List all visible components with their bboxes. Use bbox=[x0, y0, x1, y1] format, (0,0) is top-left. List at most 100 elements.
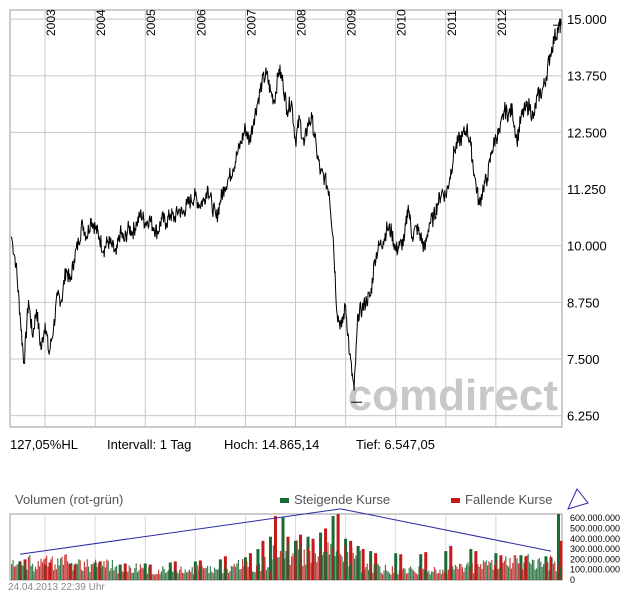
volume-bar-falling bbox=[474, 551, 478, 580]
legend-rising-swatch bbox=[280, 498, 289, 504]
volume-bar bbox=[480, 564, 482, 580]
volume-bar bbox=[352, 552, 354, 580]
volume-bar bbox=[222, 573, 224, 580]
volume-y-tick: 500.000.000 bbox=[570, 523, 620, 533]
volume-bar bbox=[547, 562, 549, 580]
volume-bar bbox=[454, 564, 456, 580]
price-x-tick: 2011 bbox=[445, 10, 459, 36]
volume-bar-rising bbox=[394, 553, 398, 580]
volume-bar bbox=[272, 545, 274, 580]
volume-bar bbox=[345, 544, 347, 580]
interval-stat: Intervall: 1 Tag bbox=[107, 437, 192, 452]
volume-bar bbox=[482, 560, 484, 580]
volume-bar bbox=[491, 560, 493, 580]
volume-bar bbox=[240, 568, 242, 580]
volume-bar bbox=[323, 551, 325, 580]
volume-bar-falling bbox=[424, 552, 428, 580]
low-stat: Tief: 6.547,05 bbox=[356, 437, 436, 452]
volume-bar-falling bbox=[286, 536, 290, 580]
price-x-tick: 2006 bbox=[194, 9, 208, 36]
volume-bar bbox=[505, 556, 507, 580]
volume-bar bbox=[144, 565, 146, 580]
volume-bar bbox=[484, 562, 486, 580]
volume-bar bbox=[102, 565, 104, 580]
volume-bar bbox=[176, 571, 178, 580]
price-y-tick: 13.750 bbox=[567, 69, 607, 84]
volume-bar bbox=[516, 558, 518, 580]
volume-bar bbox=[181, 572, 183, 580]
volume-bar bbox=[169, 571, 171, 580]
price-y-tick: 11.250 bbox=[567, 182, 606, 197]
volume-bar bbox=[337, 554, 339, 580]
volume-bar-rising bbox=[356, 545, 360, 580]
volume-bar bbox=[254, 572, 256, 580]
volume-bar bbox=[529, 562, 531, 580]
volume-bar bbox=[27, 556, 29, 580]
volume-bar bbox=[428, 570, 430, 580]
volume-bar bbox=[110, 568, 112, 580]
volume-bar bbox=[286, 546, 288, 580]
volume-bar bbox=[296, 540, 298, 580]
volume-bars bbox=[11, 514, 563, 580]
volume-bar-falling bbox=[449, 545, 453, 580]
volume-y-tick: 300.000.000 bbox=[570, 544, 620, 554]
volume-bar bbox=[557, 564, 559, 580]
high-stat: Hoch: 14.865,14 bbox=[224, 437, 320, 452]
volume-bar bbox=[165, 572, 167, 580]
volume-bar bbox=[155, 574, 157, 580]
volume-bar bbox=[51, 556, 53, 580]
volume-bar bbox=[145, 573, 147, 580]
volume-bar bbox=[158, 569, 160, 580]
volume-bar bbox=[488, 561, 490, 580]
volume-bar bbox=[550, 555, 552, 580]
volume-bar bbox=[72, 570, 74, 580]
timestamp: 24.04.2013 22:39 Uhr bbox=[8, 582, 105, 593]
volume-bar bbox=[23, 562, 25, 580]
volume-bar bbox=[282, 565, 284, 580]
volume-trend-lines bbox=[19, 508, 552, 555]
volume-bar bbox=[204, 568, 206, 580]
volume-bar bbox=[277, 557, 279, 580]
volume-bar bbox=[57, 558, 59, 580]
volume-bar bbox=[244, 571, 246, 580]
volume-bar bbox=[96, 567, 98, 580]
volume-bar bbox=[249, 561, 251, 580]
volume-bar bbox=[489, 562, 491, 580]
price-x-tick: 2010 bbox=[395, 9, 409, 36]
volume-bar bbox=[289, 564, 291, 580]
volume-bar bbox=[247, 566, 249, 580]
volume-bar bbox=[288, 542, 290, 580]
volume-bar bbox=[130, 567, 132, 580]
volume-triangle-icon[interactable] bbox=[567, 488, 589, 510]
volume-bar bbox=[459, 563, 461, 580]
volume-bar bbox=[334, 556, 336, 580]
volume-bar bbox=[279, 550, 281, 580]
volume-bar bbox=[351, 546, 353, 580]
price-x-tick: 2004 bbox=[94, 9, 108, 36]
volume-bar bbox=[422, 568, 424, 580]
volume-bar bbox=[113, 570, 115, 580]
volume-bar bbox=[508, 566, 510, 580]
volume-bar-falling bbox=[261, 540, 265, 580]
volume-bar bbox=[461, 567, 463, 580]
volume-bar bbox=[71, 562, 73, 580]
volume-bar bbox=[317, 556, 319, 580]
volume-bar bbox=[383, 570, 385, 580]
volume-bar bbox=[390, 574, 392, 580]
volume-bar bbox=[522, 569, 524, 580]
volume-bar bbox=[292, 553, 294, 580]
volume-bar bbox=[457, 568, 459, 580]
volume-bar bbox=[61, 556, 63, 580]
volume-bar bbox=[78, 559, 80, 580]
volume-bar bbox=[116, 565, 118, 580]
volume-bar bbox=[440, 573, 442, 580]
volume-bar bbox=[285, 551, 287, 580]
volume-bar bbox=[298, 549, 300, 580]
volume-bar bbox=[198, 569, 200, 580]
volume-bar bbox=[205, 567, 207, 580]
volume-bar bbox=[312, 558, 314, 580]
volume-bar-falling bbox=[499, 555, 503, 580]
volume-bar bbox=[299, 544, 301, 580]
volume-bar bbox=[36, 569, 38, 580]
volume-bar bbox=[166, 571, 168, 580]
